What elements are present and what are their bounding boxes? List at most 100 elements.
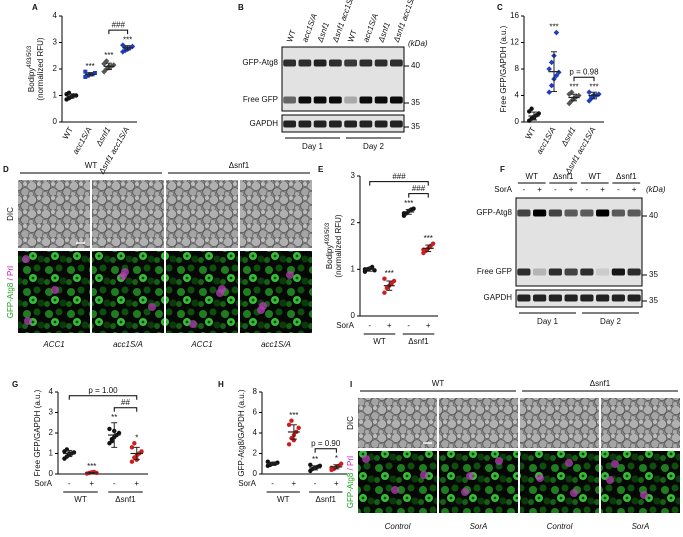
treatment-sign: - (368, 321, 371, 330)
column-label: Control (547, 522, 573, 531)
band (313, 96, 327, 104)
kda-label: 35 (649, 296, 658, 305)
strain-label: WT (85, 161, 98, 170)
y-tick-label: 2 (253, 449, 258, 458)
day-label: Day 1 (302, 142, 323, 151)
strain-label: Δsnf1 (408, 337, 429, 346)
y-tick-label: 12 (510, 38, 519, 47)
x-tick-label: WT (61, 125, 75, 140)
column-label: Control (385, 522, 411, 531)
dic-image (166, 180, 238, 248)
band (328, 96, 342, 104)
band (283, 120, 297, 128)
blot-membrane (281, 114, 405, 133)
significance: ** (111, 413, 117, 422)
pi-stained-cell (640, 491, 648, 499)
bracket-label: p = 1.00 (88, 386, 118, 395)
significance: *** (404, 199, 413, 208)
pi-stained-cell (495, 457, 503, 465)
data-point (382, 276, 387, 281)
dic-image (92, 180, 164, 248)
kda-label: 40 (649, 211, 658, 220)
fluorescence-image (240, 251, 312, 333)
pi-stained-cell (570, 489, 578, 497)
strain-label: WT (74, 495, 87, 504)
band (389, 59, 403, 67)
y-axis-label-line2: (normalized RFU) (36, 37, 45, 100)
data-point (139, 449, 144, 454)
pi-stained-cell (565, 459, 573, 467)
column-label: ACC1 (190, 340, 212, 349)
data-point (286, 422, 292, 427)
band (344, 59, 358, 67)
data-point (546, 89, 552, 95)
row-label: GFP-Atg8 / PrI (6, 266, 15, 318)
data-point (129, 43, 136, 50)
y-axis-label: Free GFP/GAPDH (a.u.) (33, 389, 42, 476)
panel-letter: I (350, 380, 352, 389)
blot-membrane (515, 289, 643, 308)
panel-letter: G (12, 380, 18, 389)
treatment-sign: - (407, 321, 410, 330)
band (580, 294, 594, 302)
y-tick-label: 1 (53, 91, 58, 100)
data-point (553, 72, 560, 79)
dic-image (358, 398, 437, 448)
bracket-label: ## (121, 398, 130, 407)
y-tick-label: 4 (49, 387, 54, 396)
significance: *** (85, 62, 94, 71)
y-tick-label: 4 (253, 428, 258, 437)
strain-label: Δsnf1 (616, 172, 637, 181)
band (627, 209, 641, 217)
significance: *** (569, 82, 578, 91)
band (374, 96, 388, 104)
x-tick-label: Δsnf1 (559, 126, 578, 149)
x-tick-label: WT (524, 125, 538, 140)
y-tick-label: 2 (53, 64, 58, 73)
pi-stained-cell (286, 271, 294, 279)
treatment-sign: - (554, 185, 557, 194)
strain-label: WT (526, 172, 539, 181)
strain-label: WT (373, 337, 386, 346)
band (596, 294, 610, 302)
row-label: DIC (6, 207, 15, 221)
x-tick-label: acc1S/A (535, 126, 558, 156)
data-point (64, 447, 70, 452)
treatment-sign: + (632, 185, 637, 194)
pi-stained-cell (189, 320, 197, 328)
y-tick-label: 16 (510, 11, 519, 20)
significance: * (335, 454, 338, 463)
data-point (411, 206, 416, 211)
pi-stained-cell (22, 255, 30, 263)
band (627, 294, 641, 302)
band (517, 209, 531, 217)
significance: *** (549, 23, 558, 32)
day-label: Day 1 (537, 317, 558, 326)
band (374, 59, 388, 67)
data-point (265, 459, 271, 464)
panel-letter: B (238, 3, 244, 12)
data-point (546, 66, 552, 72)
row-label-magenta: / PrI (6, 266, 15, 283)
band (389, 96, 403, 104)
pi-stained-cell (24, 317, 32, 325)
y-tick-label: 3 (53, 38, 58, 47)
pi-stained-cell (536, 474, 544, 482)
band (564, 268, 578, 276)
pi-stained-cell (218, 285, 226, 293)
pi-stained-cell (121, 268, 129, 276)
treatment-sign: - (113, 479, 116, 488)
y-tick-label: 2 (351, 218, 356, 227)
treatment-label: SorA (34, 479, 52, 488)
day-label: Day 2 (363, 142, 384, 151)
y-tick-label: 8 (253, 387, 258, 396)
panel-letter: D (3, 165, 9, 174)
band (298, 96, 312, 104)
y-tick-label: 0 (53, 117, 58, 126)
band (359, 96, 373, 104)
data-point (568, 89, 575, 95)
kda-label: 35 (649, 270, 658, 279)
fluorescence-image (439, 451, 518, 513)
fluorescence-image (520, 451, 599, 513)
treatment-sign: - (586, 185, 589, 194)
